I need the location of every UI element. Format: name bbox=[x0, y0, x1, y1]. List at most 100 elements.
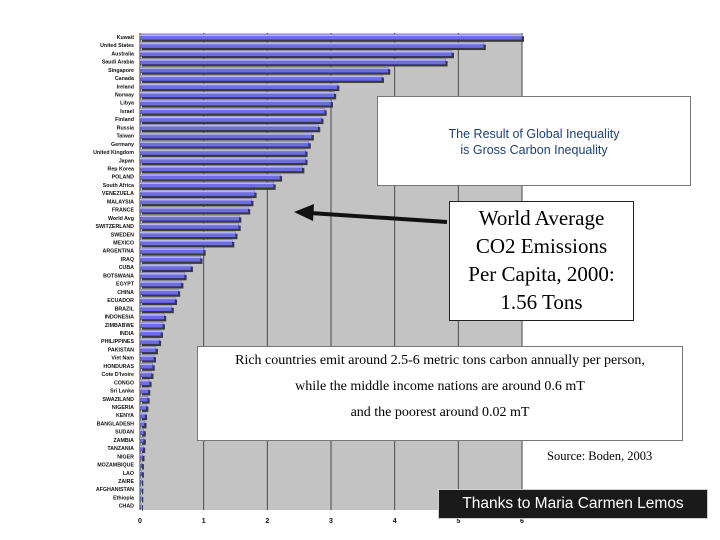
bar-highlight bbox=[140, 289, 179, 291]
bar-highlight bbox=[140, 346, 156, 349]
bar-highlight bbox=[140, 75, 382, 78]
bar-highlight bbox=[140, 231, 236, 234]
bar-highlight bbox=[140, 248, 204, 250]
bar-highlight bbox=[140, 412, 146, 415]
category-label: CHAD bbox=[119, 504, 134, 510]
bar-highlight bbox=[140, 264, 191, 267]
bar-highlight bbox=[140, 42, 484, 45]
bar-highlight bbox=[140, 207, 249, 209]
x-tick-label: 5 bbox=[456, 518, 460, 525]
bar-highlight bbox=[140, 165, 303, 168]
category-label: CONGO bbox=[114, 380, 134, 386]
category-label: South Africa bbox=[103, 183, 134, 189]
category-label: Taiwan bbox=[116, 134, 134, 140]
bar-highlight bbox=[140, 322, 163, 324]
x-tick-label: 3 bbox=[329, 518, 333, 525]
bar-shadow bbox=[142, 505, 143, 511]
category-label: MOZAMBIQUE bbox=[97, 463, 134, 469]
bar-shadow bbox=[142, 488, 144, 495]
bar-highlight bbox=[140, 141, 309, 143]
world-average-arrow bbox=[294, 204, 448, 224]
category-label: United States bbox=[100, 43, 134, 49]
bar-highlight bbox=[140, 83, 338, 86]
title-box: The Result of Global Inequality is Gross… bbox=[377, 96, 691, 186]
bar-highlight bbox=[140, 297, 176, 300]
rich-poor-line-3: and the poorest around 0.02 mT bbox=[350, 405, 530, 420]
category-label: IRAQ bbox=[121, 257, 134, 263]
bar-shadow bbox=[142, 455, 145, 462]
category-label: Libya bbox=[120, 101, 134, 107]
category-label: VENEZUELA bbox=[102, 191, 134, 197]
category-label: BANGLADESH bbox=[97, 421, 135, 427]
bar-highlight bbox=[140, 338, 160, 341]
category-label: Russia bbox=[117, 125, 134, 131]
world-average-line-3: Per Capita, 2000: bbox=[468, 262, 615, 286]
category-label: FRANCE bbox=[112, 208, 135, 214]
bar-highlight bbox=[140, 503, 141, 505]
category-label: Kuwait bbox=[117, 35, 135, 41]
category-label: EGYPT bbox=[116, 282, 135, 288]
x-tick-label: 6 bbox=[520, 518, 524, 525]
rich-poor-box: Rich countries emit around 2.5-6 metric … bbox=[197, 346, 683, 441]
category-label: KENYA bbox=[116, 413, 134, 419]
bar-highlight bbox=[140, 305, 172, 308]
x-tick-label: 2 bbox=[265, 518, 269, 525]
category-label: MEXICO bbox=[113, 241, 134, 247]
bar-highlight bbox=[140, 486, 142, 489]
bar-highlight bbox=[140, 355, 155, 357]
bar-highlight bbox=[140, 100, 331, 102]
category-label: ECUADOR bbox=[107, 298, 134, 304]
category-label: World Avg bbox=[108, 216, 134, 222]
category-label: Australia bbox=[111, 51, 134, 57]
rich-poor-line-1: Rich countries emit around 2.5-6 metric … bbox=[235, 353, 645, 368]
credit-banner: Thanks to Maria Carmen Lemos bbox=[438, 489, 708, 519]
category-label: ZAIRE bbox=[118, 479, 134, 485]
category-label: CUBA bbox=[119, 265, 134, 271]
bar-highlight bbox=[140, 223, 239, 226]
category-label: ARGENTINA bbox=[103, 249, 135, 255]
category-label: Saudi Arabia bbox=[102, 60, 134, 66]
world-average-box: World Average CO2 Emissions Per Capita, … bbox=[449, 201, 634, 321]
category-label: Sri Lanka bbox=[110, 389, 134, 395]
bar-highlight bbox=[140, 256, 201, 259]
category-label: SWEDEN bbox=[111, 232, 134, 238]
x-tick-label: 0 bbox=[138, 518, 142, 525]
category-label: Singapore bbox=[108, 68, 134, 74]
category-label: ZAMBIA bbox=[113, 438, 134, 444]
bar-highlight bbox=[140, 429, 144, 431]
bar-highlight bbox=[140, 379, 150, 382]
bar-highlight bbox=[140, 470, 142, 472]
category-label: Cote D'Ivoire bbox=[102, 372, 135, 378]
category-label: NIGER bbox=[117, 454, 134, 460]
bar-shadow bbox=[142, 496, 144, 503]
category-label: PHILIPPINES bbox=[101, 339, 134, 345]
world-average-line-2: CO2 Emissions bbox=[475, 234, 608, 258]
bar-highlight bbox=[140, 182, 274, 185]
bar-highlight bbox=[140, 445, 144, 448]
category-label: Finland bbox=[115, 117, 134, 123]
bar-highlight bbox=[140, 437, 144, 440]
category-label: HONDURAS bbox=[103, 364, 134, 370]
bar-highlight bbox=[140, 240, 233, 242]
category-label: Canada bbox=[115, 76, 134, 82]
category-label: SUDAN bbox=[115, 430, 134, 436]
title-line-2: is Gross Carbon Inequality bbox=[460, 143, 608, 157]
bar-shadow bbox=[142, 447, 146, 454]
bar-highlight bbox=[140, 281, 182, 283]
bar-highlight bbox=[140, 124, 319, 127]
category-label: SWITZERLAND bbox=[95, 224, 134, 230]
source-note: Source: Boden, 2003 bbox=[547, 449, 653, 463]
category-label: LAO bbox=[123, 471, 134, 477]
bar-highlight bbox=[140, 462, 142, 464]
bar-highlight bbox=[140, 363, 153, 365]
category-label: Ethiopia bbox=[113, 495, 134, 501]
title-line-1: The Result of Global Inequality bbox=[448, 127, 620, 141]
world-average-line-4: 1.56 Tons bbox=[500, 290, 583, 314]
bar-highlight bbox=[140, 272, 185, 275]
category-label: Japan bbox=[119, 158, 134, 164]
bar-highlight bbox=[140, 133, 312, 135]
bar-highlight bbox=[140, 404, 147, 407]
bar-highlight bbox=[140, 50, 452, 53]
bar-highlight bbox=[140, 174, 281, 176]
bar-highlight bbox=[140, 149, 306, 152]
